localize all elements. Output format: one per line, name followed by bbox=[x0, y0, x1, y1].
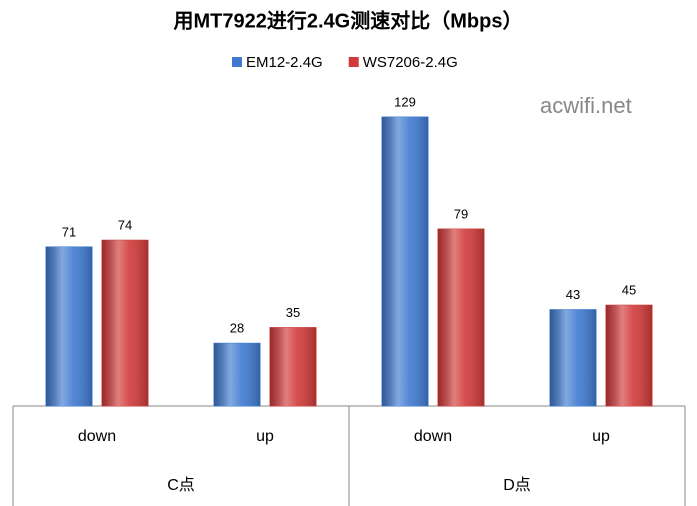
watermark: acwifi.net bbox=[540, 93, 632, 118]
x-tick-label: down bbox=[414, 428, 452, 445]
group-label: C点 bbox=[167, 476, 195, 494]
bar-shine bbox=[550, 309, 596, 406]
value-label: 28 bbox=[230, 321, 244, 336]
bar-shine bbox=[102, 240, 148, 406]
value-label: 35 bbox=[286, 305, 300, 320]
bar-shine bbox=[270, 327, 316, 406]
x-tick-label: down bbox=[78, 428, 116, 445]
x-tick-label: up bbox=[256, 428, 274, 445]
legend-label: EM12-2.4G bbox=[246, 54, 323, 71]
value-label: 43 bbox=[566, 287, 580, 302]
legend-swatch bbox=[232, 57, 242, 67]
bar-shine bbox=[46, 246, 92, 406]
legend-label: WS7206-2.4G bbox=[363, 54, 458, 71]
value-label: 79 bbox=[454, 206, 468, 221]
bar-shine bbox=[382, 117, 428, 406]
x-tick-label: up bbox=[592, 428, 610, 445]
value-label: 129 bbox=[394, 94, 416, 109]
bar-shine bbox=[438, 229, 484, 406]
group-label: D点 bbox=[503, 476, 531, 494]
bar-shine bbox=[214, 343, 260, 406]
value-label: 74 bbox=[118, 218, 132, 233]
value-label: 71 bbox=[62, 224, 76, 239]
bar-shine bbox=[606, 305, 652, 406]
value-label: 45 bbox=[622, 283, 636, 298]
chart-title: 用MT7922进行2.4G测速对比（Mbps） bbox=[174, 8, 523, 32]
legend-swatch bbox=[348, 57, 359, 67]
